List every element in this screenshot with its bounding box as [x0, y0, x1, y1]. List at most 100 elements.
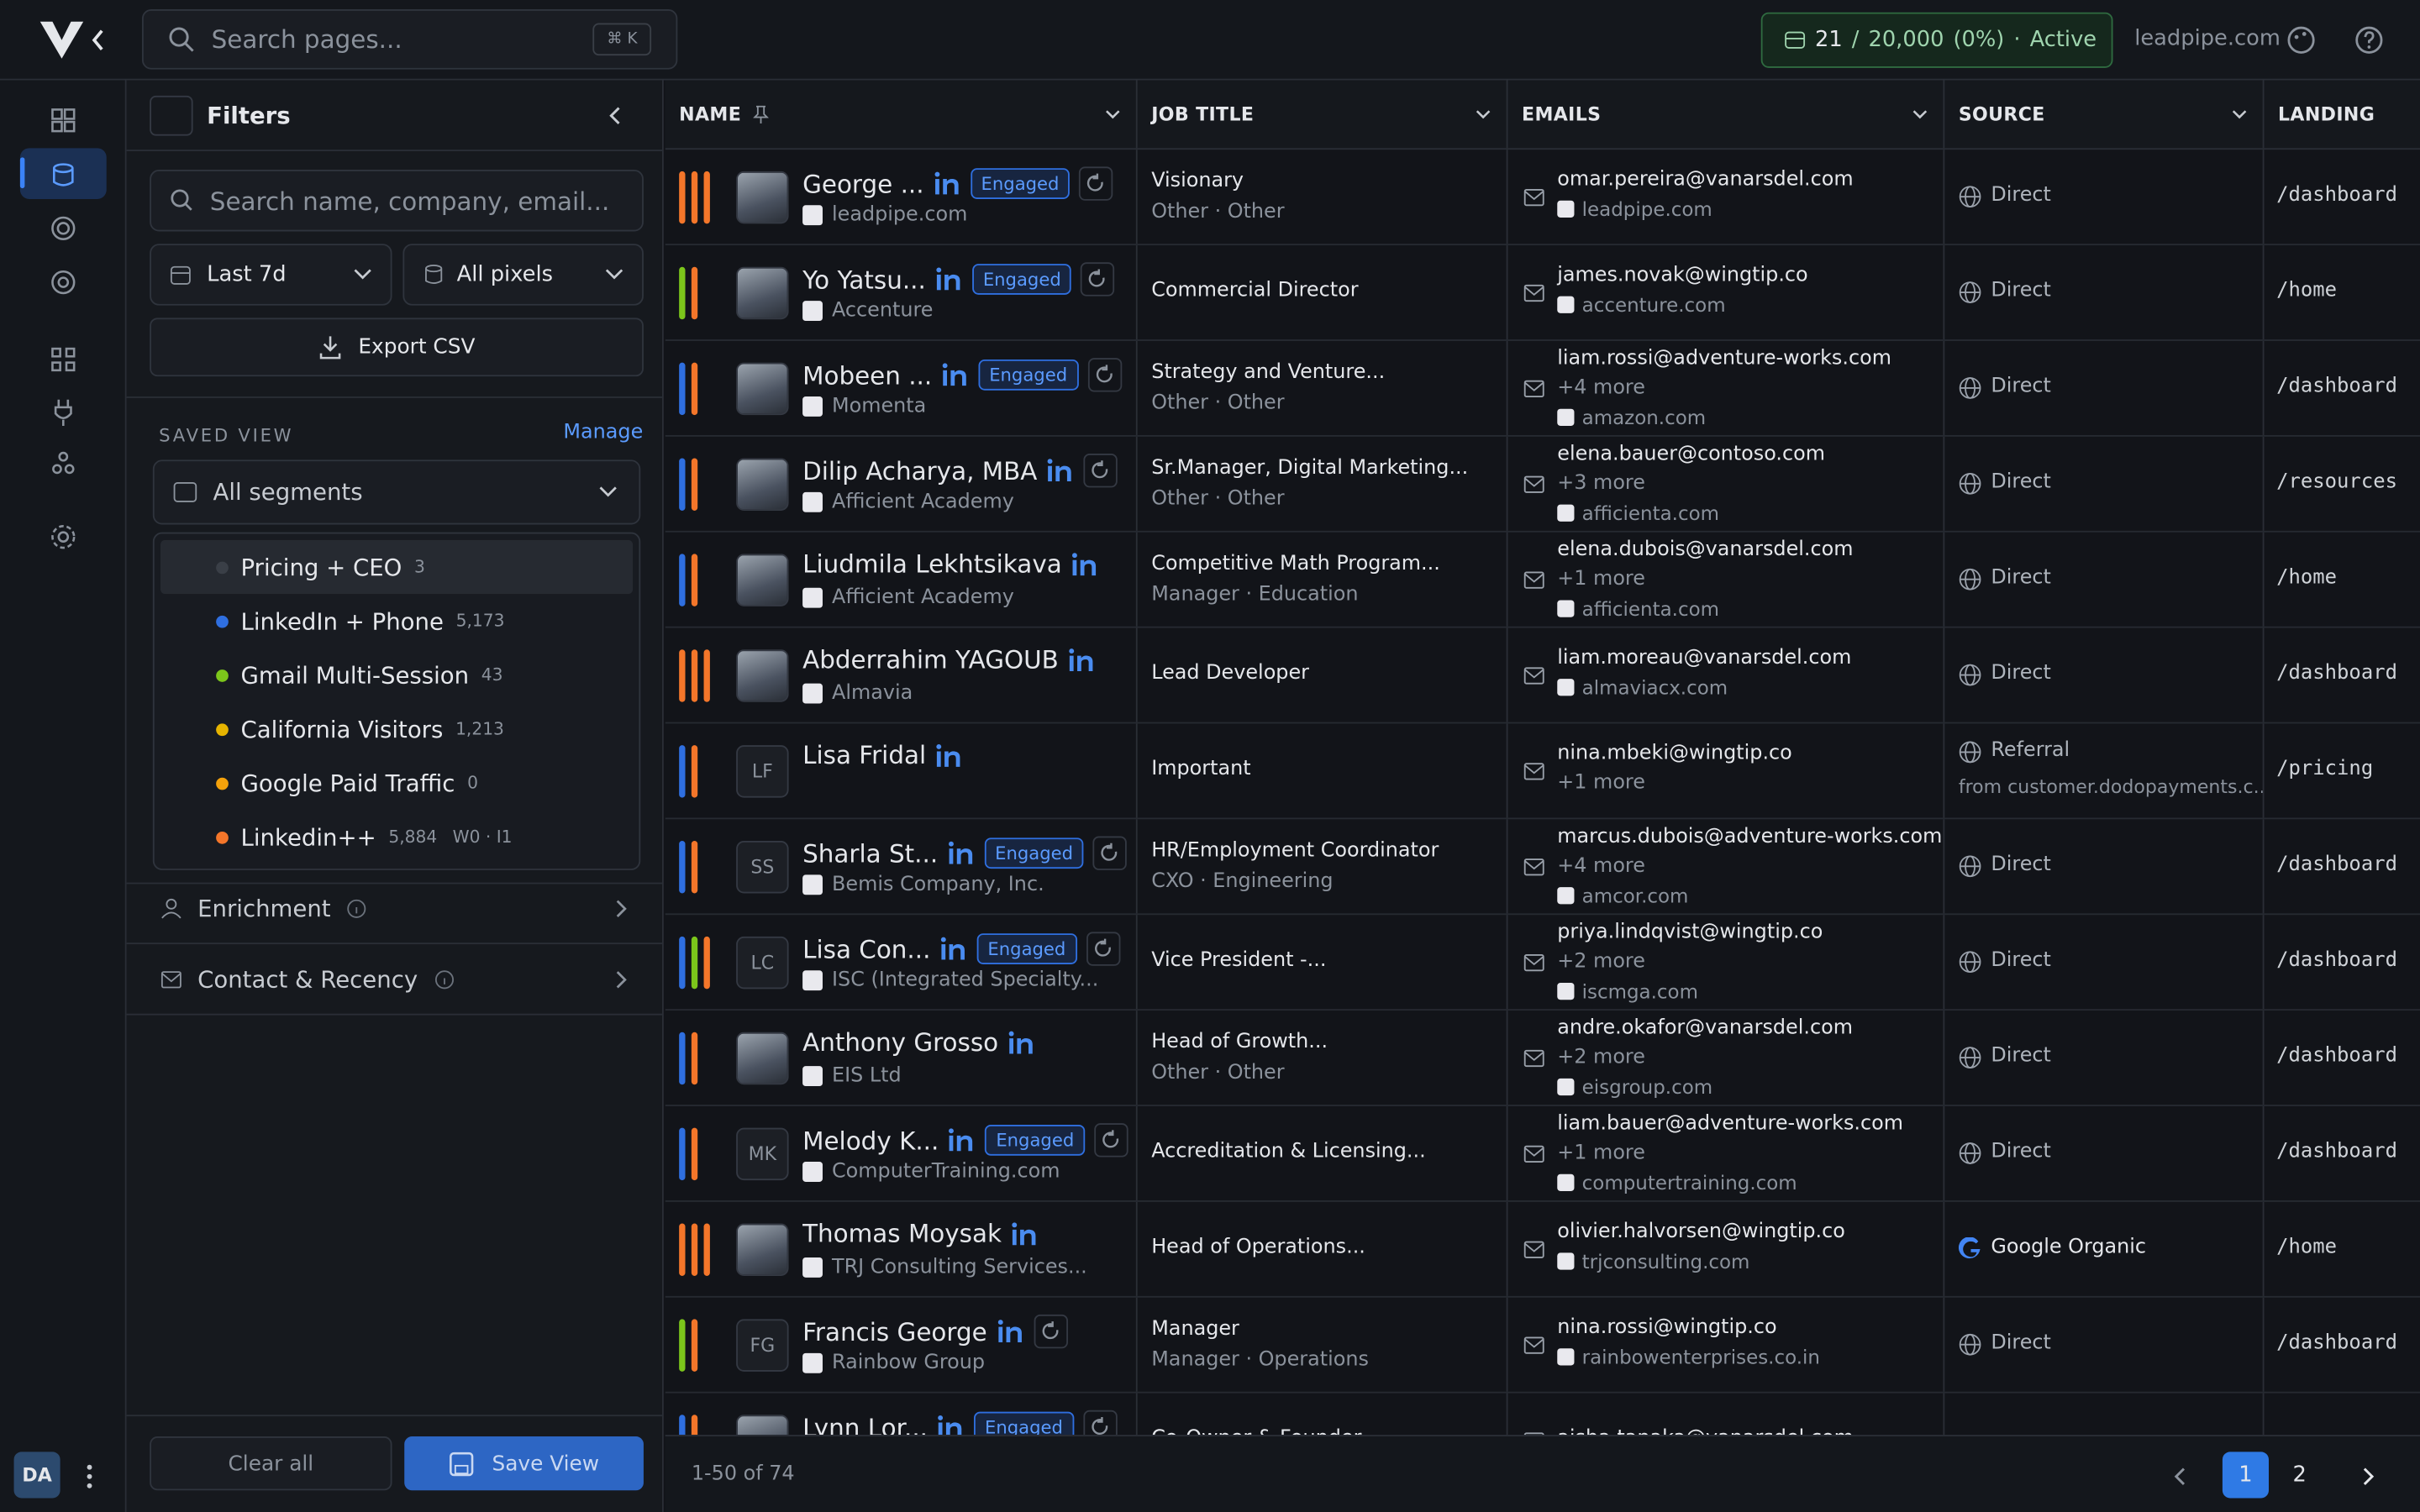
landing-cell: /resources [2264, 437, 2420, 531]
segment-item[interactable]: Pricing + CEO 3 [160, 539, 634, 595]
clear-button[interactable]: Clear all [150, 1436, 392, 1491]
help-icon[interactable] [2354, 24, 2385, 55]
email-domain-line: almaviacx.com [1557, 675, 1728, 699]
lead-row[interactable]: Abderrahim YAGOUB Almavia Lead Developer li… [665, 627, 2420, 724]
column-header[interactable]: LANDING [2264, 81, 2420, 149]
column-header[interactable]: JOB TITLE [1138, 80, 1508, 149]
mail-icon [1523, 1143, 1545, 1165]
theme-icon[interactable] [2286, 24, 2317, 55]
lead-row[interactable]: Mobeen ... Engaged Momenta Strategy and Ven… [665, 340, 2420, 437]
mail-icon-svg [1523, 284, 1544, 302]
filters-title: Filters [207, 102, 291, 130]
domain-logo [1557, 200, 1575, 218]
lead-row[interactable]: Lynn Lor... Engaged Co-Owner & Founder aish… [666, 1393, 2420, 1436]
linkedin-icon [1007, 1030, 1035, 1054]
score-bar [703, 936, 710, 990]
email-domain-line: rainbowenterprises.co.in [1557, 1346, 1820, 1368]
job-cell: Sr.Manager, Digital Marketing... Other · … [1138, 436, 1508, 531]
manage-link[interactable]: Manage [563, 421, 644, 444]
score-bar [691, 1032, 698, 1085]
segment-item[interactable]: LinkedIn + Phone 5,173 [155, 594, 639, 648]
name-cell: Thomas Moysak TRJ Consulting Services... [666, 1201, 1138, 1296]
section-icon [160, 969, 182, 990]
landing-cell: /home [2264, 533, 2420, 627]
lead-row[interactable]: Thomas Moysak TRJ Consulting Services... H… [665, 1201, 2420, 1298]
next-page[interactable] [2360, 1466, 2375, 1488]
prev-page[interactable] [2173, 1466, 2188, 1488]
column-header[interactable]: SOURCE [1944, 80, 2265, 149]
nav-icons[interactable] [48, 105, 79, 599]
column-label: LANDING [2278, 103, 2375, 125]
filter-section[interactable]: Enrichment [126, 874, 662, 945]
avatar-photo [736, 649, 789, 702]
user-avatar[interactable]: DA [13, 1452, 60, 1499]
email-domain: eisgroup.com [1581, 1075, 1713, 1099]
chevron [605, 269, 623, 280]
landing-cell: /dashboard [2264, 1106, 2420, 1200]
lead-name: Francis George [802, 1316, 987, 1347]
score-bar [679, 362, 686, 416]
segment-name: LinkedIn + Phone [240, 606, 444, 635]
domain-logo [1557, 1078, 1575, 1096]
filter-section[interactable]: Contact & Recency [126, 944, 662, 1016]
info-icon [434, 969, 455, 990]
refresh-icon [1092, 836, 1128, 870]
segment-item[interactable]: California Visitors 1,213 [155, 702, 639, 756]
email: omar.pereira@vanarsdel.com [1557, 168, 1854, 192]
landing-cell: /home [2264, 1202, 2420, 1296]
lead-name: Lisa Con... [802, 934, 931, 964]
company-name: Bemis Company, Inc. [832, 873, 1044, 897]
landing-path: /dashboard [2276, 183, 2397, 207]
page-button[interactable]: 1 [2222, 1452, 2270, 1499]
lead-row[interactable]: SS Sharla St... Engaged Bemis Company, Inc.… [665, 819, 2420, 916]
nav-active[interactable] [19, 148, 107, 199]
save-view-button[interactable]: Save View [404, 1436, 644, 1491]
pixel-select[interactable]: All pixels [402, 244, 644, 306]
landing-cell: /dashboard [2264, 819, 2420, 913]
lead-row[interactable]: LC Lisa Con... Engaged ISC (Integrated Spec… [665, 915, 2420, 1011]
export-button[interactable]: Export CSV [150, 318, 644, 377]
column-header[interactable]: NAME [666, 80, 1138, 149]
lead-row[interactable]: LF Lisa Fridal Important nina.mbeki@wingtip… [665, 723, 2420, 820]
search-pages[interactable]: Search pages... ⌘ K [141, 9, 678, 70]
mail-icon [1523, 1431, 1545, 1436]
mail-icon [1523, 856, 1545, 878]
mail-icon-svg [1523, 1336, 1544, 1354]
lead-row[interactable]: Anthony Grosso EIS Ltd Head of Growth... Ot… [665, 1011, 2420, 1106]
company-line: Momenta [802, 395, 926, 418]
email-domain-line: amcor.com [1557, 884, 1688, 907]
column-label: JOB TITLE [1151, 103, 1255, 125]
mail-icon-svg [1523, 1049, 1544, 1068]
lead-row[interactable]: Liudmila Lekhtsikava Afficient Academy Com… [665, 532, 2420, 628]
column-header[interactable]: EMAILS [1507, 80, 1945, 149]
lead-row[interactable]: MK Melody K... Engaged ComputerTraining.com… [665, 1105, 2420, 1202]
filter-search[interactable]: Search name, company, email... [150, 170, 644, 232]
segment-item[interactable]: Gmail Multi-Session 43 [155, 648, 639, 701]
filter-search-placeholder: Search name, company, email... [209, 186, 610, 216]
company-logo [802, 874, 823, 895]
linkedin-icon [941, 363, 969, 387]
name-cell: Lynn Lor... Engaged [666, 1393, 1138, 1436]
segment-item[interactable]: Google Paid Traffic 0 [155, 756, 639, 810]
refresh-icon [1033, 1314, 1068, 1349]
segment-select[interactable]: All segments [152, 459, 641, 525]
refresh-icon-svg [1095, 365, 1112, 383]
source-cell: Direct [1944, 245, 2265, 340]
company-logo [802, 970, 823, 991]
divider [126, 882, 662, 885]
lead-row[interactable]: FG Francis George Rainbow Group Manager Mana… [665, 1297, 2420, 1394]
lead-row[interactable]: Yo Yatsu... Engaged Accenture Commercial Di… [665, 245, 2420, 341]
more-icon[interactable] [85, 1462, 94, 1490]
job-cell: Lead Developer [1138, 627, 1508, 722]
page-button[interactable]: 2 [2292, 1462, 2307, 1488]
usage: 21 / 20,000 (0%) · Active [1760, 12, 2113, 68]
domain-logo [1557, 504, 1575, 522]
nav-indicator [19, 157, 25, 189]
lead-row[interactable]: George ... Engaged leadpipe.com Visionary Ot… [665, 150, 2420, 246]
date-select[interactable]: Last 7d [150, 244, 392, 306]
segment-item[interactable]: Linkedin++ 5,884 W0 · I1 [155, 810, 639, 864]
company-line: Afficient Academy [802, 586, 1014, 610]
lead-row[interactable]: Dilip Acharya, MBA Afficient Academy Sr.Ma… [665, 436, 2420, 533]
linkedin-icon-svg [1008, 1030, 1033, 1053]
collapse[interactable] [608, 105, 623, 127]
